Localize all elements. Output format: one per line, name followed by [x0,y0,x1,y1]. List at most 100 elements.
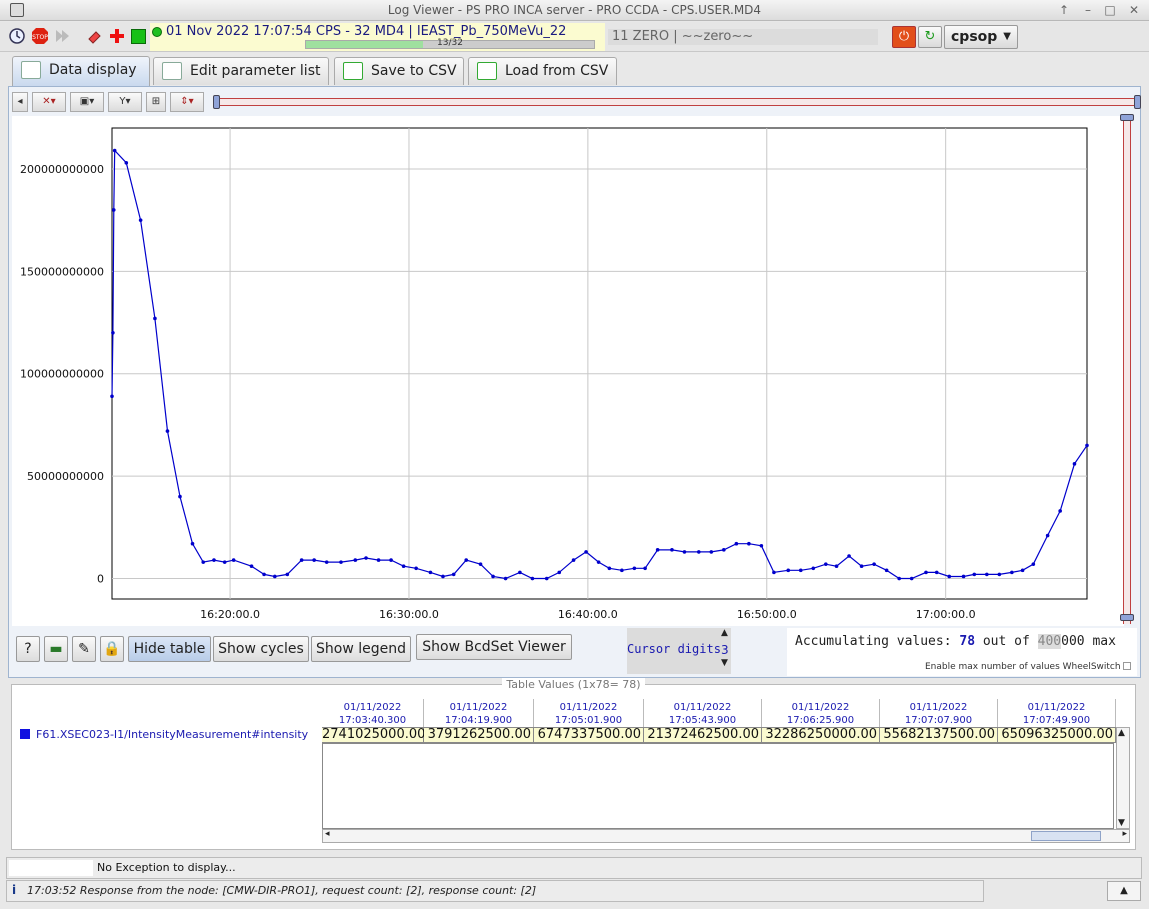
shade-icon[interactable]: ↑ [1058,3,1070,17]
exception-text: No Exception to display... [97,861,236,874]
chart-type-button[interactable]: ▣▾ [70,92,104,112]
column-date: 01/11/2022 [673,702,732,713]
hide-table-button[interactable]: Hide table [128,636,211,662]
series-name: F61.XSEC023-I1/IntensityMeasurement#inte… [36,728,309,741]
y-axis-button[interactable]: Y▾ [108,92,142,112]
window-title: Log Viewer - PS PRO INCA server - PRO CC… [387,3,762,17]
y-range-top-handle[interactable] [1120,114,1134,121]
minimize-icon[interactable]: – [1085,3,1091,17]
tab-load-from-csv[interactable]: Load from CSV [468,57,617,85]
show-legend-button[interactable]: Show legend [311,636,411,662]
enable-max-checkbox[interactable] [1123,662,1132,670]
column-time: 17:05:43.900 [668,715,737,726]
plot-frame [111,127,1088,600]
data-point [584,550,588,554]
intensity-chart[interactable]: 16:20:00.0 16:30:00.0 16:40:00.0 16:50:00.0… [12,116,1124,626]
table-cell[interactable]: 65096325000.00 [998,727,1116,743]
zero-cycle-text: 11 ZERO | ~~zero~~ [608,29,878,45]
highlighter-icon[interactable]: ✎ [72,636,96,662]
decrement-icon[interactable]: ▼ [721,658,728,668]
add-icon[interactable] [108,27,126,45]
clock-icon[interactable] [8,27,26,45]
close-window-icon[interactable]: ✕ [1128,3,1140,17]
data-point [847,554,851,558]
data-point [1058,509,1062,513]
tab-save-to-csv[interactable]: Save to CSV [334,57,464,85]
data-point [441,574,445,579]
expand-log-button[interactable]: ▲ [1107,881,1141,901]
eraser-icon[interactable] [86,27,104,45]
tab-data-display[interactable]: Data display [12,56,150,86]
memory-icon[interactable]: ▬ [44,636,68,662]
table-scroll-thumb[interactable] [1031,831,1101,841]
log-bar: i 17:03:52 Response from the node: [CMW-… [6,880,984,902]
zoom-tool-button[interactable]: ✕▾ [32,92,66,112]
scroll-left-button[interactable]: ◂ [12,92,28,112]
tab-edit-parameter-list[interactable]: Edit parameter list [153,57,329,85]
play-icon[interactable] [53,27,71,45]
y-range-slider[interactable] [1120,114,1134,624]
lock-icon[interactable]: 🔒 [100,636,124,662]
data-point [138,218,143,222]
cycle-progress-label: 13/32 [437,38,463,48]
y-range-bottom-handle[interactable] [1120,614,1134,621]
enable-max-label: Enable max number of values WheelSwitch [925,662,1132,672]
scroll-down-icon[interactable]: ▼ [1118,818,1125,828]
status-dot [152,27,162,37]
help-icon[interactable]: ? [16,636,40,662]
table-cell[interactable]: 2741025000.00 [322,727,426,743]
data-point [544,576,549,581]
column-time: 17:07:49.900 [1022,715,1091,726]
table-vertical-scrollbar[interactable]: ▲ ▼ [1116,727,1130,829]
time-range-start-handle[interactable] [213,95,220,109]
time-range-end-handle[interactable] [1134,95,1141,109]
data-point [353,558,358,562]
list-icon [162,62,182,80]
x-tick-label: 16:50:00.0 [737,608,797,621]
data-point [212,558,216,562]
user-select[interactable]: cpsop ▼ [944,25,1018,49]
data-point [201,560,206,564]
running-indicator [131,29,146,44]
table-cell[interactable]: 21372462500.00 [644,727,762,743]
data-point [859,564,864,569]
column-header: 01/11/2022 17:07:07.900 [880,699,998,727]
show-bcdset-viewer-button[interactable]: Show BcdSet Viewer [416,634,572,660]
maximize-icon[interactable]: □ [1104,3,1116,17]
range-tool-button[interactable]: ⇕▾ [170,92,204,112]
data-point [389,558,393,562]
scroll-left-icon[interactable]: ◂ [325,829,330,839]
data-point [339,560,343,564]
time-range-slider[interactable] [213,95,1141,109]
refresh-button[interactable]: ↻ [918,26,942,48]
table-cell[interactable]: 32286250000.00 [762,727,880,743]
table-cell[interactable]: 3791262500.00 [424,727,534,743]
chart-controls: ? ▬ ✎ 🔒 Hide table Show cycles Show lege… [12,628,1138,676]
data-point [884,568,889,573]
scroll-up-icon[interactable]: ▲ [1118,728,1125,738]
scroll-right-icon[interactable]: ▸ [1122,829,1127,839]
table-horizontal-scrollbar[interactable]: ◂ ▸ [322,829,1130,843]
column-header: 01/11/2022 17:04:19.900 [424,699,534,727]
accum-count: 78 [959,634,976,649]
data-point [110,394,114,399]
increment-icon[interactable]: ▲ [721,628,728,638]
data-point [632,566,637,571]
power-button[interactable]: ⏻ [892,26,916,48]
accum-max-wheelswitch[interactable]: 400 [1037,634,1062,649]
table-cell[interactable]: 55682137500.00 [880,727,998,743]
data-point [178,494,182,499]
table-cell[interactable]: 6747337500.00 [534,727,644,743]
data-point [491,574,495,579]
fit-icon[interactable]: ⊞ [146,92,166,112]
user-select-value: cpsop [951,29,998,45]
x-tick-label: 16:40:00.0 [558,608,618,621]
stop-icon[interactable]: STOP [31,27,49,45]
data-point [655,548,660,552]
data-point [798,568,803,573]
column-header: 01/11/2022 17:05:01.900 [534,699,644,727]
cursor-digits-spinner[interactable]: Cursor digits ▲ 3 ▼ [627,628,731,674]
series-legend: F61.XSEC023-I1/IntensityMeasurement#inte… [20,728,308,741]
data-point [262,572,266,577]
show-cycles-button[interactable]: Show cycles [213,636,309,662]
